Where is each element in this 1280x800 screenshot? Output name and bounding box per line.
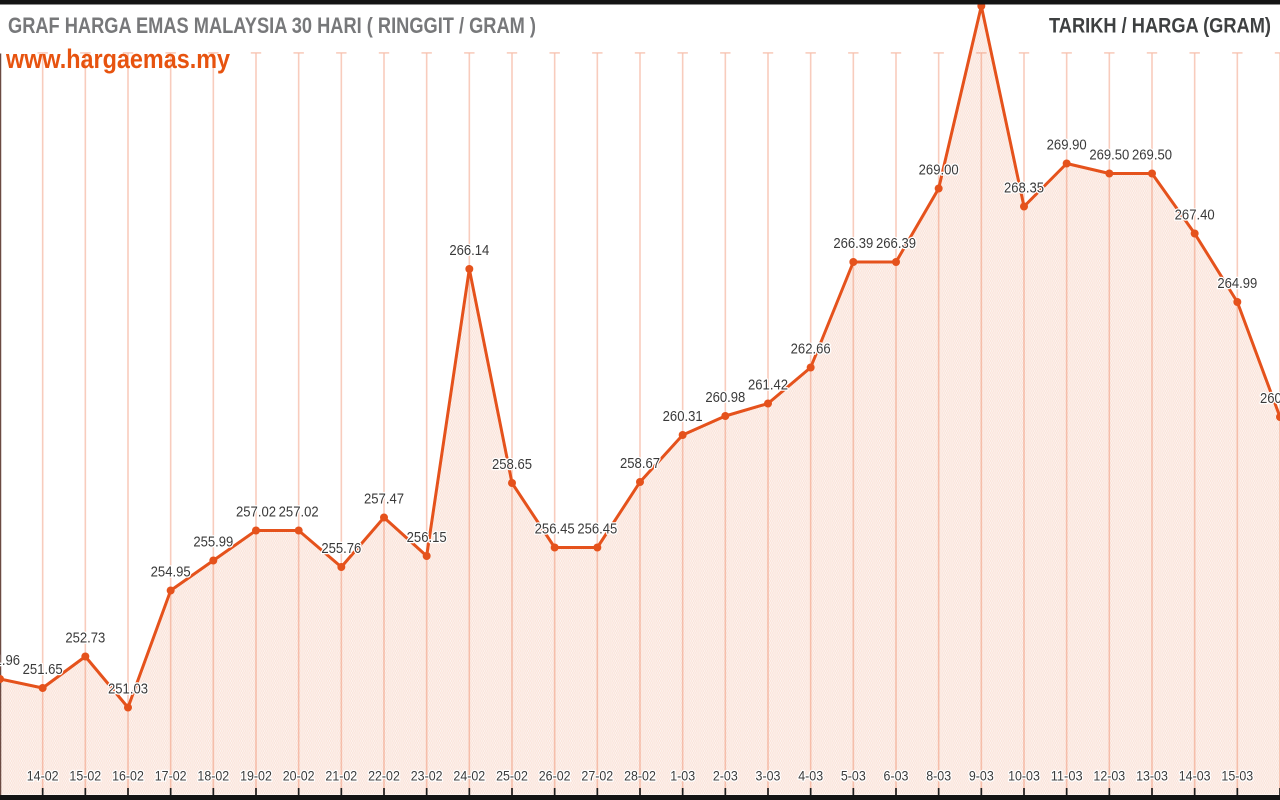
svg-text:22-02: 22-02 xyxy=(368,769,400,784)
svg-text:266.39: 266.39 xyxy=(833,236,873,252)
svg-text:6-03: 6-03 xyxy=(884,769,909,784)
svg-text:256.45: 256.45 xyxy=(577,521,617,537)
svg-text:252.73: 252.73 xyxy=(65,630,105,646)
svg-text:261.42: 261.42 xyxy=(748,377,788,393)
svg-text:GRAF HARGA EMAS MALAYSIA 30 HA: GRAF HARGA EMAS MALAYSIA 30 HARI ( RINGG… xyxy=(8,13,536,38)
svg-text:2-03: 2-03 xyxy=(713,769,738,784)
svg-text:24-02: 24-02 xyxy=(453,769,485,784)
svg-text:13-03: 13-03 xyxy=(1136,769,1168,784)
svg-text:15-03: 15-03 xyxy=(1221,769,1253,784)
svg-text:264.99: 264.99 xyxy=(1217,276,1257,292)
svg-text:19-02: 19-02 xyxy=(240,769,272,784)
svg-text:260.98: 260.98 xyxy=(1260,391,1280,407)
svg-text:260.98: 260.98 xyxy=(705,390,745,406)
svg-text:255.99: 255.99 xyxy=(193,534,233,550)
svg-text:268.35: 268.35 xyxy=(1004,180,1044,196)
svg-text:9-03: 9-03 xyxy=(969,769,994,784)
svg-text:12-03: 12-03 xyxy=(1093,769,1125,784)
svg-text:262.66: 262.66 xyxy=(791,341,831,357)
svg-text:266.39: 266.39 xyxy=(876,236,916,252)
svg-text:257.02: 257.02 xyxy=(236,504,276,520)
svg-text:www.hargaemas.my: www.hargaemas.my xyxy=(5,44,230,74)
svg-text:269.50: 269.50 xyxy=(1089,147,1129,163)
svg-text:8-03: 8-03 xyxy=(926,769,951,784)
svg-text:23-02: 23-02 xyxy=(411,769,443,784)
svg-text:20-02: 20-02 xyxy=(283,769,315,784)
svg-text:269.50: 269.50 xyxy=(1132,147,1172,163)
svg-text:269.90: 269.90 xyxy=(1047,137,1087,153)
svg-text:14-03: 14-03 xyxy=(1179,769,1211,784)
svg-text:15-02: 15-02 xyxy=(69,769,101,784)
svg-text:1-03: 1-03 xyxy=(670,769,695,784)
svg-text:258.65: 258.65 xyxy=(492,457,532,473)
svg-text:18-02: 18-02 xyxy=(197,769,229,784)
svg-text:14-02: 14-02 xyxy=(27,769,59,784)
svg-text:5-03: 5-03 xyxy=(841,769,866,784)
svg-text:255.76: 255.76 xyxy=(321,541,361,557)
svg-text:21-02: 21-02 xyxy=(325,769,357,784)
svg-text:269.00: 269.00 xyxy=(919,162,959,178)
svg-text:10-03: 10-03 xyxy=(1008,769,1040,784)
svg-text:254.95: 254.95 xyxy=(151,564,191,580)
svg-text:4-03: 4-03 xyxy=(798,769,823,784)
svg-text:257.02: 257.02 xyxy=(279,504,319,520)
svg-text:251.96: 251.96 xyxy=(0,653,20,669)
svg-text:266.14: 266.14 xyxy=(449,243,489,259)
svg-text:27-02: 27-02 xyxy=(581,769,613,784)
svg-text:258.67: 258.67 xyxy=(620,456,660,472)
svg-text:267.40: 267.40 xyxy=(1175,207,1215,223)
svg-text:TARIKH / HARGA (GRAM): TARIKH / HARGA (GRAM) xyxy=(1049,14,1271,38)
svg-text:17-02: 17-02 xyxy=(155,769,187,784)
svg-text:257.47: 257.47 xyxy=(364,491,404,507)
svg-text:251.03: 251.03 xyxy=(108,681,148,697)
svg-text:25-02: 25-02 xyxy=(496,769,528,784)
svg-text:11-03: 11-03 xyxy=(1051,769,1083,784)
svg-text:256.45: 256.45 xyxy=(535,521,575,537)
svg-text:256.15: 256.15 xyxy=(407,530,447,546)
svg-text:26-02: 26-02 xyxy=(539,769,571,784)
svg-text:251.65: 251.65 xyxy=(23,662,63,678)
svg-text:28-02: 28-02 xyxy=(624,769,656,784)
svg-text:16-02: 16-02 xyxy=(112,769,144,784)
svg-text:3-03: 3-03 xyxy=(756,769,781,784)
svg-text:260.31: 260.31 xyxy=(663,409,703,425)
